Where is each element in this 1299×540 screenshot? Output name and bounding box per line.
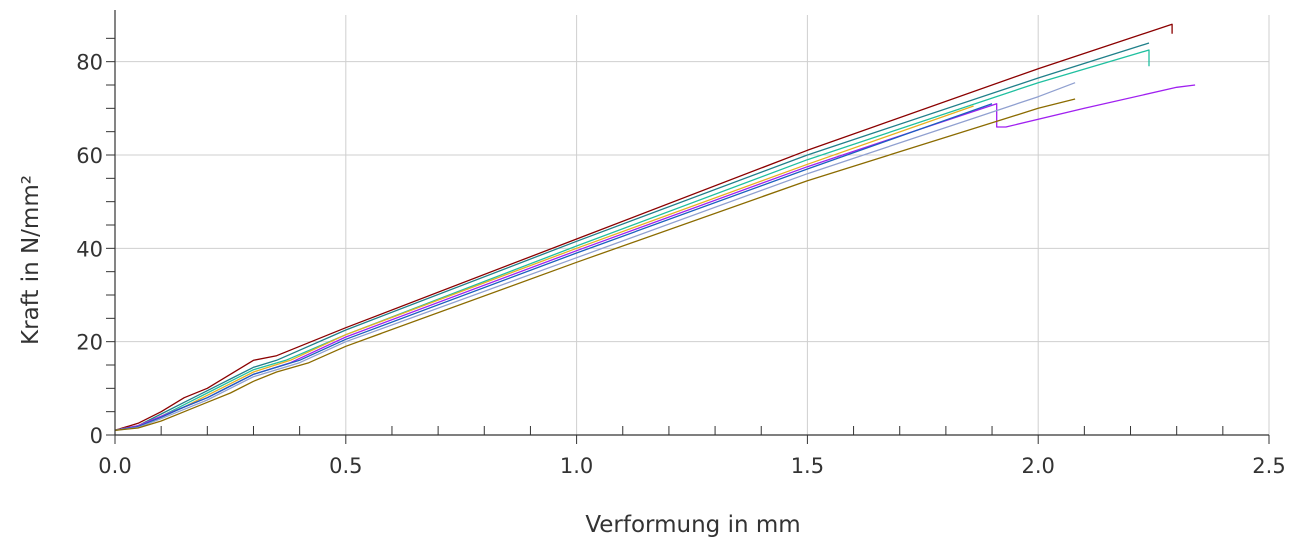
series-group	[114, 23, 1196, 431]
y-tick-label: 80	[76, 51, 103, 75]
series-line-5	[114, 84, 1196, 431]
y-tick-label: 40	[76, 237, 103, 261]
series-line-8	[114, 98, 1076, 431]
y-tick-label: 20	[76, 331, 103, 355]
series-line-3	[114, 49, 1150, 431]
series-line-2	[114, 42, 1150, 431]
x-tick-label: 0.0	[98, 454, 131, 478]
series-line-7	[114, 82, 1076, 431]
y-axis-title: Kraft in N/mm²	[18, 175, 44, 345]
y-tick-label: 60	[76, 144, 103, 168]
axes: 0.0 0.5 1.0 1.5 2.0 2.5 0 20 40 60 80	[76, 10, 1286, 478]
x-tick-label: 2.0	[1021, 454, 1054, 478]
series-line-1	[114, 23, 1173, 431]
x-tick-label: 1.5	[791, 454, 824, 478]
x-tick-label: 1.0	[560, 454, 593, 478]
series-line-6	[114, 103, 993, 431]
x-tick-label: 2.5	[1252, 454, 1285, 478]
grid	[115, 15, 1270, 435]
x-axis-title: Verformung in mm	[585, 512, 800, 538]
y-tick-label: 0	[90, 424, 103, 448]
x-tick-label: 0.5	[329, 454, 362, 478]
